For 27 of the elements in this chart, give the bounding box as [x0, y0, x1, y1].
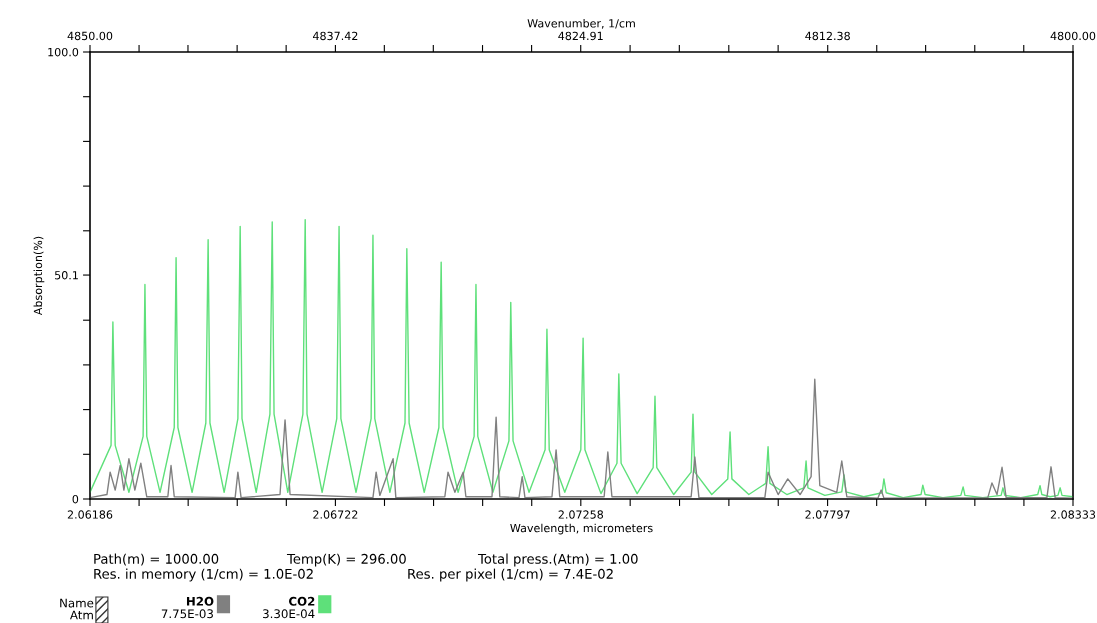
text: 3.30E-04	[263, 609, 315, 619]
legend-label: H2O	[186, 596, 214, 606]
text: Name	[60, 598, 94, 608]
x2-tick-label: 4850.00	[67, 31, 113, 41]
text: Total press.(Atm) = 1.00	[477, 553, 638, 567]
x-axis-title: Wavelength, micrometers	[510, 523, 653, 535]
y-axis-title: Absorption(%)	[33, 236, 45, 316]
x-tick-label: 2.06722	[313, 510, 358, 519]
x2-tick-label: 4824.91	[558, 31, 603, 41]
x-tick-label: 2.06186	[67, 510, 113, 519]
x2-axis-title: Wavenumber, 1/cm	[527, 18, 635, 29]
x-tick-label: 2.07258	[558, 510, 604, 519]
x-tick-label: 2.08333	[1050, 510, 1096, 519]
y-tick-label: 100.0	[48, 47, 79, 57]
text: Res. per pixel (1/cm) = 7.4E-02	[408, 568, 613, 582]
legend-label: CO2	[289, 596, 315, 606]
y-tick-label: 0	[72, 494, 79, 504]
x-tick-label: 2.07797	[805, 510, 850, 519]
x2-tick-label: 4800.00	[1050, 31, 1096, 41]
text: Res. in memory (1/cm) = 1.0E-02	[94, 568, 313, 582]
text: Temp(K) = 296.00	[286, 553, 406, 567]
text: Atm	[70, 610, 93, 620]
y-tick-label: 50.1	[55, 271, 78, 280]
text: 7.75E-03	[161, 609, 213, 619]
x2-tick-label: 4812.38	[805, 31, 850, 41]
x2-tick-label: 4837.42	[312, 31, 358, 41]
text: Path(m) = 1000.00	[94, 553, 219, 566]
